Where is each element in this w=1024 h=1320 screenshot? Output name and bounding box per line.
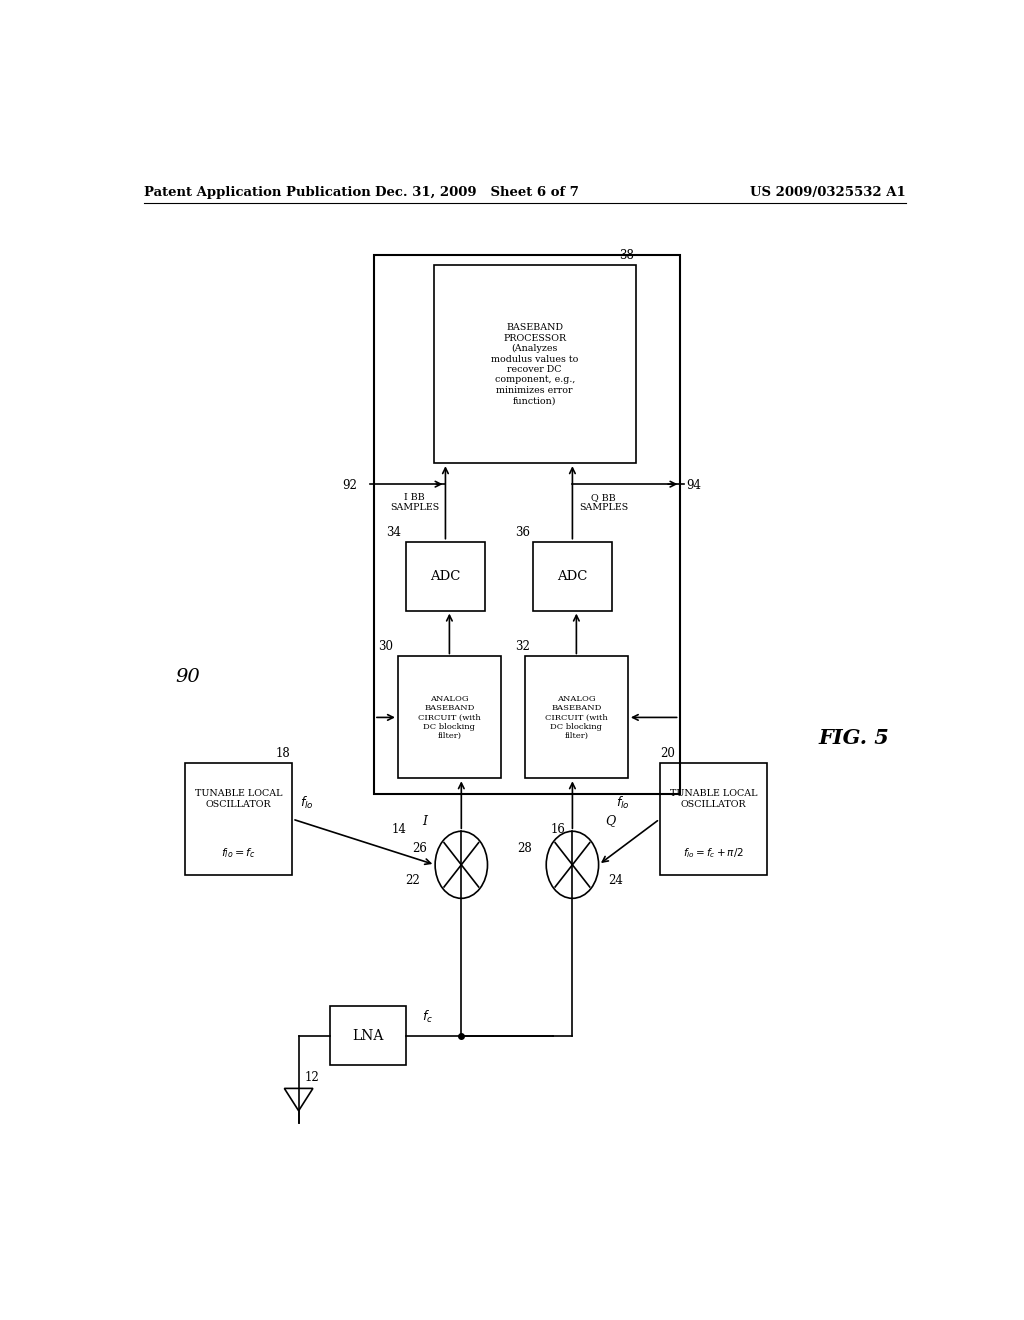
Text: ANALOG
BASEBAND
CIRCUIT (with
DC blocking
filter): ANALOG BASEBAND CIRCUIT (with DC blockin… — [545, 696, 608, 739]
Bar — [433, 265, 636, 463]
Text: 28: 28 — [517, 842, 531, 854]
Text: Dec. 31, 2009   Sheet 6 of 7: Dec. 31, 2009 Sheet 6 of 7 — [375, 186, 580, 199]
Text: 90: 90 — [176, 668, 201, 686]
Text: 24: 24 — [608, 874, 623, 887]
Text: 94: 94 — [686, 479, 700, 492]
Text: $f_c$: $f_c$ — [422, 1010, 433, 1026]
Text: 16: 16 — [550, 824, 565, 837]
Text: ADC: ADC — [557, 570, 588, 582]
Bar — [331, 1006, 406, 1065]
Text: 20: 20 — [659, 747, 675, 760]
Text: ADC: ADC — [430, 570, 461, 582]
Text: TUNABLE LOCAL
OSCILLATOR: TUNABLE LOCAL OSCILLATOR — [195, 789, 283, 809]
Text: Q BB
SAMPLES: Q BB SAMPLES — [579, 492, 628, 512]
Text: LNA: LNA — [352, 1028, 384, 1043]
Text: 22: 22 — [404, 874, 420, 887]
Text: 38: 38 — [618, 249, 634, 263]
Text: Q: Q — [605, 814, 615, 828]
Text: 18: 18 — [275, 747, 291, 760]
Text: TUNABLE LOCAL
OSCILLATOR: TUNABLE LOCAL OSCILLATOR — [670, 789, 757, 809]
Text: $f_{lo}$: $f_{lo}$ — [300, 795, 314, 810]
Text: ANALOG
BASEBAND
CIRCUIT (with
DC blocking
filter): ANALOG BASEBAND CIRCUIT (with DC blockin… — [418, 696, 481, 739]
Text: $f_{lo}$: $f_{lo}$ — [616, 795, 630, 810]
Text: 30: 30 — [378, 640, 393, 653]
Bar — [659, 763, 767, 875]
Bar — [374, 255, 680, 793]
Text: $f_{lo} = f_c + \pi/2$: $f_{lo} = f_c + \pi/2$ — [683, 846, 743, 859]
Bar — [532, 541, 612, 611]
Bar — [185, 763, 292, 875]
Text: 26: 26 — [413, 842, 427, 854]
Text: 32: 32 — [515, 640, 530, 653]
Bar — [397, 656, 501, 779]
Text: US 2009/0325532 A1: US 2009/0325532 A1 — [750, 186, 905, 199]
Text: Patent Application Publication: Patent Application Publication — [143, 186, 371, 199]
Text: I: I — [422, 814, 427, 828]
Text: I BB
SAMPLES: I BB SAMPLES — [390, 492, 439, 512]
Text: 92: 92 — [342, 479, 357, 492]
Text: 14: 14 — [391, 824, 407, 837]
Bar — [524, 656, 628, 779]
Text: $f_{lo} = f_c$: $f_{lo} = f_c$ — [221, 846, 256, 859]
Text: 34: 34 — [386, 525, 401, 539]
Text: FIG. 5: FIG. 5 — [818, 727, 889, 747]
Text: 36: 36 — [515, 525, 530, 539]
Text: BASEBAND
PROCESSOR
(Analyzes
modulus values to
recover DC
component, e.g.,
minim: BASEBAND PROCESSOR (Analyzes modulus val… — [492, 323, 579, 405]
Bar — [406, 541, 485, 611]
Text: 12: 12 — [305, 1072, 319, 1084]
